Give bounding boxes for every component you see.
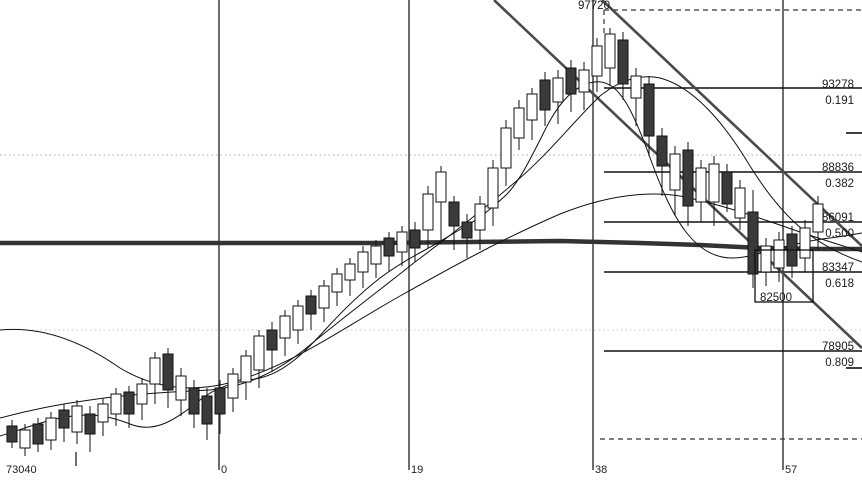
candle <box>448 196 460 250</box>
candle <box>552 70 564 124</box>
candle <box>253 330 265 388</box>
candle <box>149 352 161 404</box>
candle <box>617 32 629 100</box>
candle <box>318 280 330 322</box>
candle <box>19 424 31 456</box>
candle <box>6 420 18 448</box>
fib-price-0382: 88836 <box>822 162 854 174</box>
candle <box>71 400 83 444</box>
candle <box>188 380 200 428</box>
swing-low-box <box>754 249 814 303</box>
candle <box>136 378 148 420</box>
x-tick-label-19: 19 <box>411 464 424 476</box>
candle <box>292 300 304 344</box>
candle <box>240 350 252 400</box>
x-tick-label-0: 0 <box>221 464 228 476</box>
candle <box>422 186 434 248</box>
candle <box>409 222 421 262</box>
candle <box>695 160 707 222</box>
candle <box>214 380 226 434</box>
fib-price-0191: 93278 <box>822 79 854 91</box>
candle <box>383 232 395 272</box>
ma-fast <box>0 81 862 437</box>
candle <box>461 214 473 258</box>
candle <box>682 142 694 226</box>
candle <box>760 238 772 286</box>
x-tick-label-38: 38 <box>595 464 608 476</box>
x-tick-label-57: 57 <box>785 464 798 476</box>
candle <box>110 388 122 426</box>
swing-high-label: 97720 <box>578 0 610 12</box>
candle <box>604 28 616 86</box>
candle <box>721 164 733 212</box>
fib-ratio-0191: 0.191 <box>825 95 854 107</box>
candlestick-series <box>6 28 824 456</box>
fib-ratio-0809: 0.809 <box>825 357 854 369</box>
swing-high-projection <box>603 9 862 34</box>
candle <box>656 128 668 196</box>
candle <box>123 386 135 428</box>
vertical-gridlines <box>218 0 784 470</box>
start-price-label: 73040 <box>6 464 37 476</box>
candle <box>201 388 213 440</box>
candle <box>58 404 70 442</box>
candle <box>331 268 343 306</box>
candle <box>97 398 109 436</box>
candle <box>305 290 317 330</box>
candle <box>539 72 551 126</box>
candle <box>643 76 655 156</box>
candle <box>279 310 291 356</box>
candle <box>344 258 356 296</box>
fib-price-0809: 78905 <box>822 341 854 353</box>
candle <box>175 368 187 416</box>
candle <box>162 348 174 408</box>
candle <box>578 62 590 110</box>
candle <box>474 196 486 250</box>
candle <box>747 190 759 288</box>
fib-ratio-0500: 0.500 <box>825 228 854 240</box>
candle <box>32 418 44 452</box>
ma-long-heavy <box>0 238 862 252</box>
candle <box>84 406 96 452</box>
fib-price-0618: 83347 <box>822 262 854 274</box>
candle <box>812 196 824 250</box>
candle <box>734 180 746 230</box>
fib-price-0500: 86091 <box>822 212 854 224</box>
fib-ratio-0382: 0.382 <box>825 178 854 190</box>
candle <box>669 146 681 216</box>
candle <box>630 68 642 126</box>
ma-medium <box>0 76 862 419</box>
candle <box>396 226 408 266</box>
candle <box>565 60 577 112</box>
candle <box>513 100 525 150</box>
candle <box>435 166 447 240</box>
swing-low-label: 82500 <box>760 292 792 304</box>
candle <box>500 120 512 186</box>
candle <box>487 160 499 226</box>
candle <box>266 322 278 372</box>
candle <box>773 232 785 282</box>
price-axis-ticks <box>846 132 862 369</box>
candle <box>591 38 603 92</box>
fib-ratio-0618: 0.618 <box>825 278 854 290</box>
candle <box>799 220 811 272</box>
candle <box>370 240 382 278</box>
candle <box>357 246 369 288</box>
candle <box>45 412 57 450</box>
candle <box>526 88 538 140</box>
candle <box>227 368 239 412</box>
candle <box>708 156 720 226</box>
